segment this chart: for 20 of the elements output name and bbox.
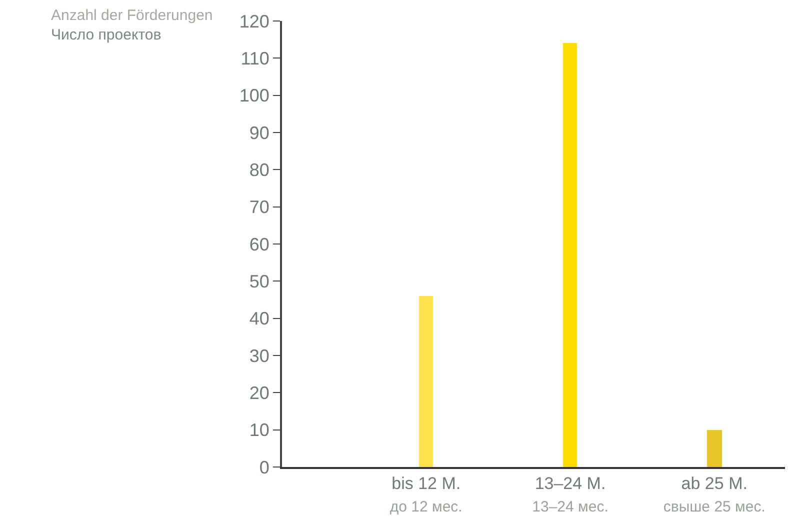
x-tick-label: bis 12 M. до 12 мес. bbox=[390, 474, 462, 516]
y-tick-label: 50 bbox=[249, 271, 270, 292]
bar bbox=[563, 43, 577, 467]
y-tick-label: 70 bbox=[249, 197, 270, 218]
y-tick-label: 20 bbox=[249, 382, 270, 403]
bar bbox=[707, 430, 722, 467]
y-tick-label: 120 bbox=[239, 11, 270, 32]
y-tick-label: 30 bbox=[249, 346, 270, 366]
x-tick-label: ab 25 M. свыше 25 мес. bbox=[663, 474, 766, 516]
y-tick-label: 40 bbox=[249, 308, 270, 329]
y-tick-label: 90 bbox=[249, 122, 270, 143]
y-tick-label: 80 bbox=[249, 160, 270, 180]
y-tick-label: 110 bbox=[240, 48, 270, 68]
y-tick-label: 100 bbox=[239, 86, 270, 106]
y-axis-title: Anzahl der Förderungen Число проектов bbox=[51, 7, 213, 44]
y-tick-label: 60 bbox=[249, 234, 270, 254]
y-tick-label: 0 bbox=[259, 457, 270, 478]
bar bbox=[419, 296, 433, 467]
x-tick-label: 13–24 M. 13–24 мес. bbox=[532, 474, 608, 516]
y-tick-label: 10 bbox=[249, 420, 270, 440]
